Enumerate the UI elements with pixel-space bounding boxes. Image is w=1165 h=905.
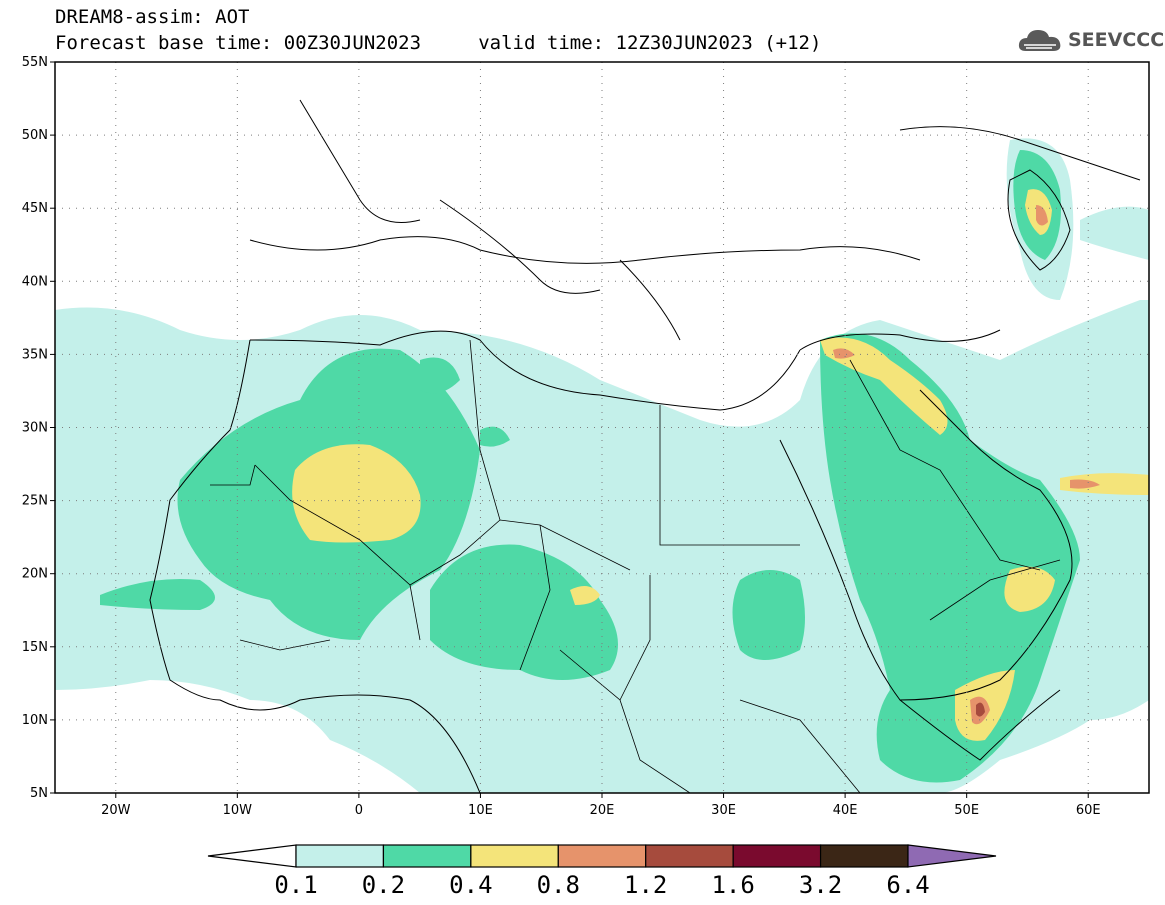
forecast-time-line: Forecast base time: 00Z30JUN2023 valid t…	[55, 32, 822, 54]
lon-tick-label: 50E	[954, 803, 979, 818]
colorbar-low-arrow	[207, 844, 297, 868]
longitude-axis: 20W 10W 0 10E 20E 30E 40E 50E 60E	[101, 793, 1101, 818]
lon-tick-label: 20E	[590, 803, 615, 818]
latitude-axis: 55N 50N 45N 40N 35N 30N 25N 20N 15N 10N 5N	[22, 55, 55, 801]
colorbar: 0.1 0.2 0.4 0.8 1.2 1.6 3.2 6.4	[207, 844, 997, 899]
colorbar-label: 1.2	[624, 871, 667, 899]
aot-level-1-2	[976, 702, 985, 717]
colorbar-segment	[645, 844, 734, 868]
colorbar-label: 0.8	[537, 871, 580, 899]
lat-tick-label: 15N	[22, 640, 48, 655]
lat-tick-label: 20N	[22, 567, 48, 582]
logo-text: SEEVCCC	[1068, 29, 1165, 51]
cloud-logo-icon	[1018, 30, 1061, 51]
country-borders	[210, 339, 1061, 793]
colorbar-label: 6.4	[886, 871, 929, 899]
lat-tick-label: 45N	[22, 201, 48, 216]
colorbar-label: 1.6	[711, 871, 754, 899]
lon-tick-label: 60E	[1076, 803, 1101, 818]
colorbar-label: 3.2	[799, 871, 842, 899]
colorbar-label: 0.4	[449, 871, 492, 899]
lon-tick-label: 10W	[223, 803, 253, 818]
map-grid	[55, 62, 1149, 793]
lon-tick-label: 0	[355, 803, 363, 818]
lat-tick-label: 25N	[22, 494, 48, 509]
lat-tick-label: 50N	[22, 128, 48, 143]
colorbar-label: 0.2	[362, 871, 405, 899]
colorbar-segment	[557, 844, 647, 868]
lat-tick-label: 35N	[22, 347, 48, 362]
lon-tick-label: 30E	[711, 803, 736, 818]
aot-field	[55, 138, 1149, 793]
seevccc-logo: SEEVCCC	[1016, 22, 1164, 58]
coastlines	[149, 99, 1141, 793]
lon-tick-label: 10E	[468, 803, 493, 818]
lat-tick-label: 40N	[22, 274, 48, 289]
lat-tick-label: 10N	[22, 713, 48, 728]
colorbar-label: 0.1	[274, 871, 317, 899]
colorbar-high-arrow	[907, 844, 997, 868]
aot-level-0-4	[292, 189, 1149, 741]
lon-tick-label: 20W	[101, 803, 131, 818]
colorbar-segment	[295, 844, 385, 868]
colorbar-segment	[732, 844, 822, 868]
lon-tick-label: 40E	[833, 803, 858, 818]
lat-tick-label: 30N	[22, 421, 48, 436]
map-title: DREAM8-assim: AOT	[55, 6, 250, 28]
lat-tick-label: 55N	[22, 55, 48, 70]
lat-tick-label: 5N	[30, 786, 48, 801]
colorbar-segment	[819, 844, 909, 868]
colorbar-segment	[470, 844, 559, 868]
colorbar-segment	[382, 844, 472, 868]
